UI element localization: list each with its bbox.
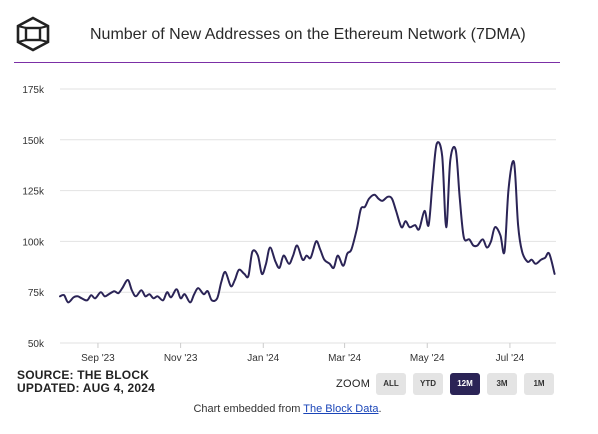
x-tick-label: Jul '24 — [496, 353, 525, 364]
embed-text: Chart embedded from — [193, 403, 304, 415]
y-axis-ticks: 50k 75k 100k 125k 150k 175k — [22, 85, 45, 350]
zoom-button-3m[interactable]: 3M — [487, 373, 517, 395]
embed-note: Chart embedded from The Block Data. — [0, 403, 575, 415]
chart-title: Number of New Addresses on the Ethereum … — [90, 26, 526, 43]
source-text: SOURCE: THE BLOCK — [17, 368, 150, 382]
y-tick-label: 50k — [28, 339, 45, 350]
x-tick-label: Mar '24 — [328, 353, 361, 364]
chart-header: Number of New Addresses on the Ethereum … — [0, 0, 598, 62]
source-block: SOURCE: THE BLOCK UPDATED: AUG 4, 2024 — [17, 369, 155, 395]
y-tick-label: 175k — [22, 85, 45, 96]
gridlines — [60, 88, 556, 344]
zoom-button-ytd[interactable]: YTD — [413, 373, 443, 395]
updated-text: UPDATED: AUG 4, 2024 — [17, 381, 156, 395]
x-tick-label: May '24 — [410, 353, 445, 364]
zoom-label: ZOOM — [336, 378, 371, 390]
zoom-button-12m[interactable]: 12M — [450, 373, 480, 395]
zoom-button-all[interactable]: ALL — [376, 373, 406, 395]
embed-link[interactable]: The Block Data — [303, 403, 379, 415]
y-tick-label: 150k — [22, 136, 45, 147]
title-divider — [14, 62, 560, 63]
x-tick-label: Sep '23 — [81, 353, 115, 364]
line-chart: 50k 75k 100k 125k 150k 175k Sep '23 Nov '23 Jan… — [22, 85, 556, 364]
x-axis-ticks: Sep '23 Nov '23 Jan '24 Mar '24 May '24 Jul '… — [81, 343, 525, 364]
y-tick-label: 100k — [22, 237, 45, 248]
x-tick-label: Jan '24 — [247, 353, 279, 364]
embed-suffix: . — [378, 403, 382, 415]
zoom-button-1m[interactable]: 1M — [524, 373, 554, 395]
the-block-cube-logo-icon — [16, 16, 50, 52]
series-line — [59, 141, 556, 304]
series-layer — [59, 141, 556, 304]
y-tick-label: 125k — [22, 187, 45, 198]
y-tick-label: 75k — [28, 288, 45, 299]
x-tick-label: Nov '23 — [164, 353, 198, 364]
